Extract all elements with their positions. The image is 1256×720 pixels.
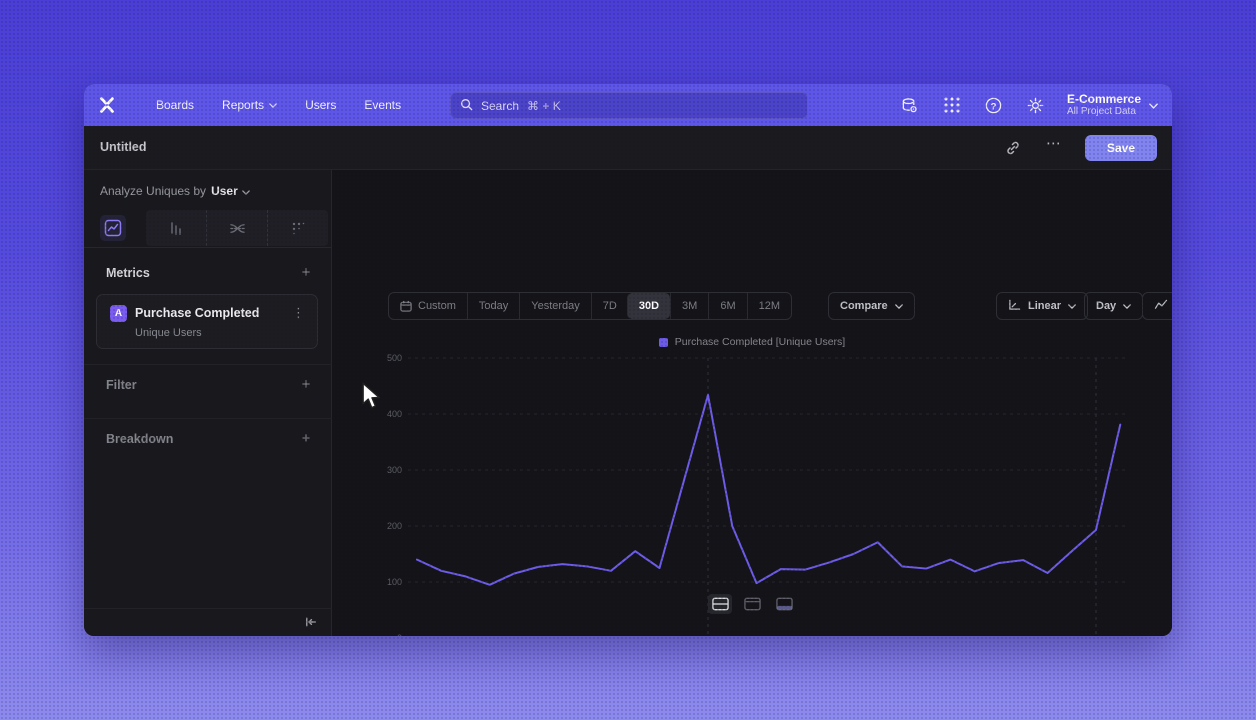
save-button[interactable]: Save [1085, 135, 1157, 161]
report-type-tabs [84, 208, 332, 248]
range-7d[interactable]: 7D [590, 293, 628, 319]
section-divider [84, 364, 332, 365]
project-name: E-Commerce [1066, 91, 1141, 106]
y-axis-tick-label: 300 [387, 465, 402, 475]
y-axis-tick-label: 500 [387, 353, 402, 363]
sidebar-footer [84, 608, 332, 636]
calendar-icon [400, 300, 412, 312]
apps-grid-icon[interactable] [941, 94, 963, 116]
chevron-down-icon [1149, 96, 1158, 114]
analyze-row: Analyze Uniques by User [100, 184, 250, 198]
y-axis-tick-label: 200 [387, 521, 402, 531]
add-metric-button[interactable]: + [301, 264, 311, 281]
linear-axis-icon [1008, 299, 1021, 314]
metric-event-name: Purchase Completed [135, 306, 260, 320]
svg-text:?: ? [991, 101, 997, 112]
section-divider [84, 418, 332, 419]
metric-menu-icon[interactable]: ⋮ [292, 305, 305, 320]
mixpanel-app-window: Boards Reports Users Events Search ⌘ + K [84, 84, 1172, 636]
settings-gear-icon[interactable] [1025, 94, 1047, 116]
tab-insights[interactable] [100, 215, 126, 241]
layout-chart-bottom-button[interactable] [772, 594, 796, 614]
range-30d[interactable]: 30D [627, 293, 671, 319]
nav-item-reports[interactable]: Reports [222, 98, 277, 112]
metric-card[interactable]: A Purchase Completed ⋮ Unique Users [96, 294, 318, 349]
search-placeholder: Search [481, 98, 520, 113]
help-icon[interactable]: ? [983, 94, 1005, 116]
filter-section-title: Filter [106, 378, 137, 392]
range-custom[interactable]: Custom [389, 293, 467, 319]
range-today[interactable]: Today [466, 293, 519, 319]
compare-button[interactable]: Compare [828, 292, 915, 320]
chevron-down-icon [241, 184, 250, 198]
nav-item-users[interactable]: Users [305, 98, 337, 112]
nav-right-cluster: ? E-Commerce All Project Data [899, 84, 1158, 126]
project-subtitle: All Project Data [1066, 105, 1136, 117]
top-navigation-bar: Boards Reports Users Events Search ⌘ + K [84, 84, 1172, 126]
query-builder-sidebar: Analyze Uniques by User [84, 170, 332, 636]
range-3m[interactable]: 3M [670, 293, 708, 319]
chart-controls-row: Custom Today Yesterday 7D 30D 3M 6M 12M Compare… [332, 292, 1172, 320]
y-axis-tick-label: 400 [387, 409, 402, 419]
y-axis-tick-label: 0 [397, 633, 402, 636]
chevron-down-icon [269, 102, 277, 108]
legend-label[interactable]: Purchase Completed [Unique Users] [674, 336, 846, 348]
scale-dropdown[interactable]: Linear [996, 292, 1089, 320]
tab-flows[interactable] [206, 210, 267, 246]
analyze-label: Analyze Uniques by [100, 184, 207, 198]
layout-toggle-group [332, 594, 1172, 614]
search-input[interactable]: Search ⌘ + K [450, 92, 808, 119]
data-management-icon[interactable] [899, 94, 921, 116]
range-12m[interactable]: 12M [746, 293, 791, 319]
legend-swatch [658, 337, 668, 347]
date-range-picker: Custom Today Yesterday 7D 30D 3M 6M 12M [388, 292, 793, 320]
nav-item-events[interactable]: Events [364, 98, 402, 112]
metric-badge: A [110, 305, 127, 322]
chart-panel: Custom Today Yesterday 7D 30D 3M 6M 12M Compare… [332, 170, 1172, 636]
metrics-section-title: Metrics [106, 266, 150, 280]
layout-split-rows-button[interactable] [708, 594, 732, 614]
project-selector[interactable]: E-Commerce All Project Data [1066, 91, 1158, 118]
tab-retention[interactable] [267, 210, 328, 246]
insights-line-chart[interactable]: 0100200300400500May 2May 4May 6May 8May … [384, 352, 1144, 636]
range-yesterday[interactable]: Yesterday [519, 293, 591, 319]
chart-type-dropdown[interactable]: Line [1142, 292, 1172, 320]
metric-measurement[interactable]: Unique Users [135, 327, 202, 339]
chart-line-series[interactable] [416, 393, 1122, 586]
granularity-dropdown[interactable]: Day [1084, 292, 1144, 320]
y-axis-tick-label: 100 [387, 577, 402, 587]
share-link-icon[interactable] [1002, 137, 1024, 159]
mixpanel-logo-icon[interactable] [84, 94, 130, 116]
report-type-tab-strip [146, 210, 328, 246]
nav-item-boards[interactable]: Boards [156, 98, 195, 112]
breakdown-section-title: Breakdown [106, 432, 174, 446]
range-6m[interactable]: 6M [708, 293, 746, 319]
chart-legend: Purchase Completed [Unique Users] [332, 336, 1172, 348]
nav-items: Boards Reports Users Events [156, 98, 429, 112]
search-icon [460, 98, 473, 114]
line-chart-icon [1154, 299, 1168, 313]
tab-funnels[interactable] [146, 210, 206, 246]
report-title-bar: Untitled ⋯ Save [84, 126, 1172, 170]
search-shortcut: ⌘ + K [527, 98, 561, 113]
analyze-entity-dropdown[interactable]: User [211, 184, 250, 198]
add-filter-button[interactable]: + [301, 376, 311, 393]
add-breakdown-button[interactable]: + [301, 430, 311, 447]
collapse-sidebar-icon[interactable] [303, 615, 318, 634]
layout-chart-top-button[interactable] [740, 594, 764, 614]
more-options-button[interactable]: ⋯ [1046, 135, 1062, 152]
report-title[interactable]: Untitled [100, 140, 147, 154]
